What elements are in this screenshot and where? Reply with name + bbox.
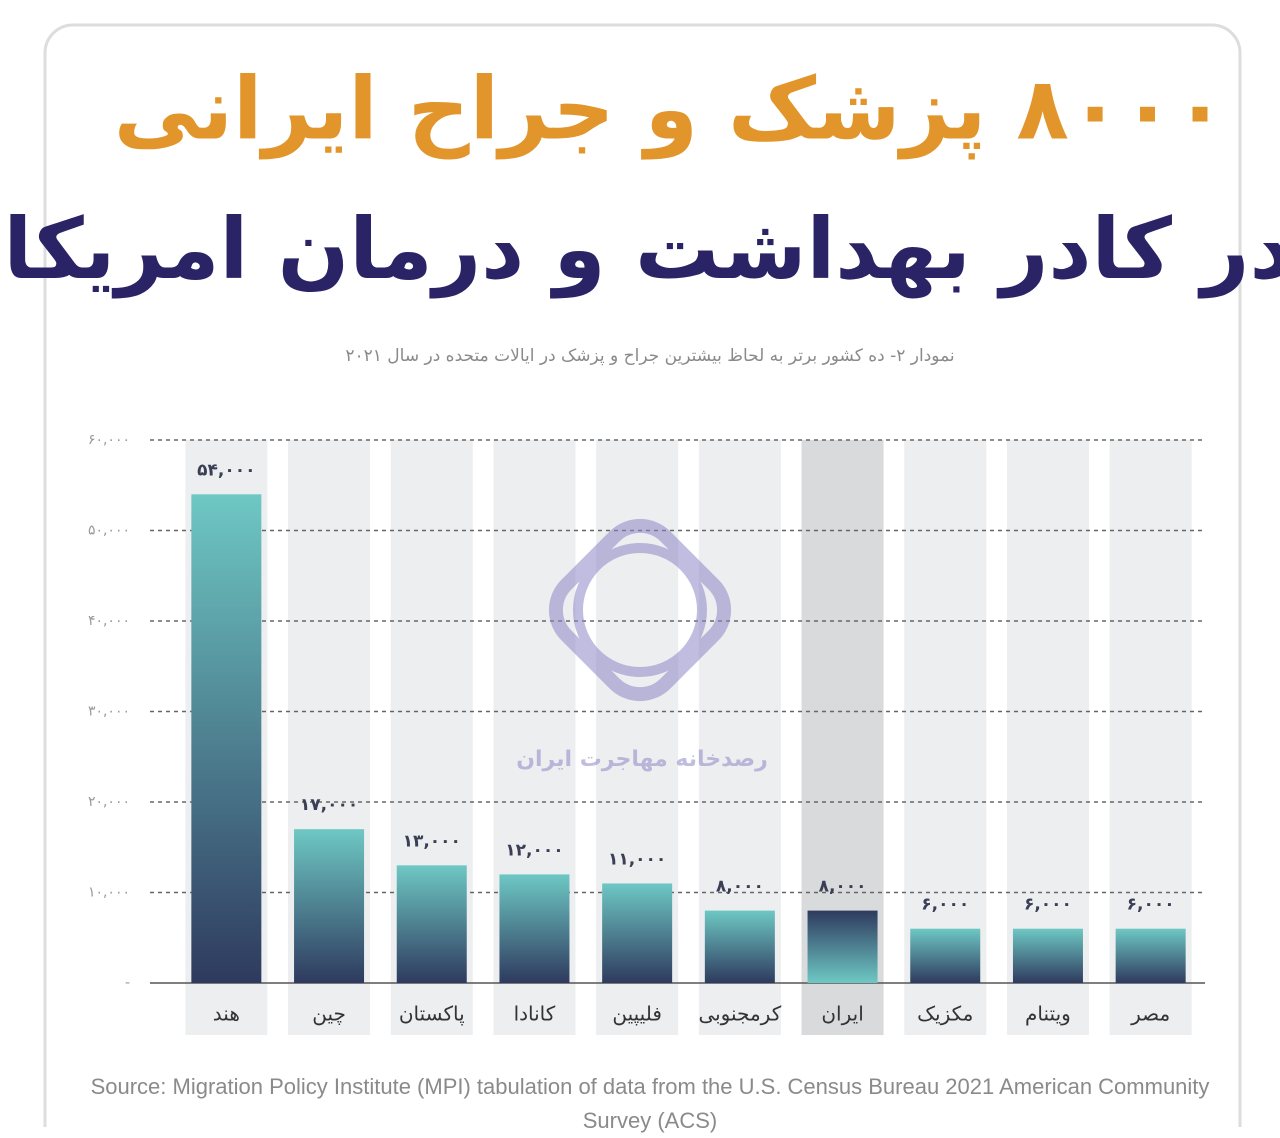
value-label: ۱۲,۰۰۰ bbox=[505, 840, 563, 860]
value-label: ۶,۰۰۰ bbox=[1024, 895, 1072, 915]
value-label: ۵۴,۰۰۰ bbox=[197, 460, 255, 480]
value-label: ۱۷,۰۰۰ bbox=[300, 795, 358, 815]
y-tick-label: ۴۰,۰۰۰ bbox=[88, 613, 130, 629]
x-tick-label: ایران bbox=[821, 1002, 863, 1026]
bar bbox=[602, 883, 673, 983]
value-label: ۶,۰۰۰ bbox=[921, 895, 969, 915]
x-tick-label: چین bbox=[312, 1002, 346, 1026]
bar bbox=[499, 874, 570, 983]
x-tick-label: مکزیک bbox=[917, 1002, 973, 1026]
x-tick-label: هند bbox=[213, 1002, 240, 1026]
value-label: ۶,۰۰۰ bbox=[1127, 895, 1175, 915]
watermark-text: رصدخانه مهاجرت ایران bbox=[516, 747, 768, 772]
x-tick-label: پاکستان bbox=[399, 1002, 465, 1027]
x-tick-label: ویتنام bbox=[1025, 1002, 1071, 1026]
bar bbox=[910, 928, 981, 983]
x-tick-label: کانادا bbox=[514, 1002, 556, 1026]
source-note: Source: Migration Policy Institute (MPI)… bbox=[90, 1074, 1210, 1133]
value-label: ۱۳,۰۰۰ bbox=[403, 831, 461, 851]
x-tick-label: کرمجنوبی bbox=[698, 1002, 781, 1026]
bar bbox=[396, 865, 467, 983]
y-tick-label: ۵۰,۰۰۰ bbox=[88, 523, 130, 539]
x-tick-label: مصر bbox=[1130, 1002, 1170, 1026]
bar bbox=[191, 494, 262, 983]
value-label: ۸,۰۰۰ bbox=[819, 877, 867, 897]
watermark-globe bbox=[573, 543, 707, 677]
y-tick-label: ۳۰,۰۰۰ bbox=[88, 704, 130, 720]
watermark-logo bbox=[548, 518, 732, 702]
chart-caption: نمودار ۲- ده کشور برتر به لحاظ بیشترین ج… bbox=[345, 346, 954, 366]
y-tick-label: ۱۰,۰۰۰ bbox=[88, 885, 130, 901]
bar bbox=[294, 829, 365, 983]
y-tick-label: ۲۰,۰۰۰ bbox=[88, 794, 130, 810]
bar bbox=[1012, 928, 1083, 983]
y-tick-label: ۶۰,۰۰۰ bbox=[88, 432, 130, 448]
chart-subtitle: در کادر بهداشت و درمان امریکا bbox=[3, 200, 1280, 299]
value-label: ۱۱,۰۰۰ bbox=[608, 849, 666, 869]
bar bbox=[1115, 928, 1186, 983]
bar bbox=[704, 910, 775, 983]
chart-title: ۸۰۰۰ پزشک و جراح ایرانی bbox=[114, 59, 1227, 159]
watermark: رصدخانه مهاجرت ایران bbox=[516, 518, 768, 772]
value-label: ۸,۰۰۰ bbox=[716, 877, 764, 897]
x-tick-label: فلیپین bbox=[612, 1002, 662, 1027]
y-tick-label: - bbox=[125, 975, 130, 991]
bar bbox=[807, 910, 878, 983]
